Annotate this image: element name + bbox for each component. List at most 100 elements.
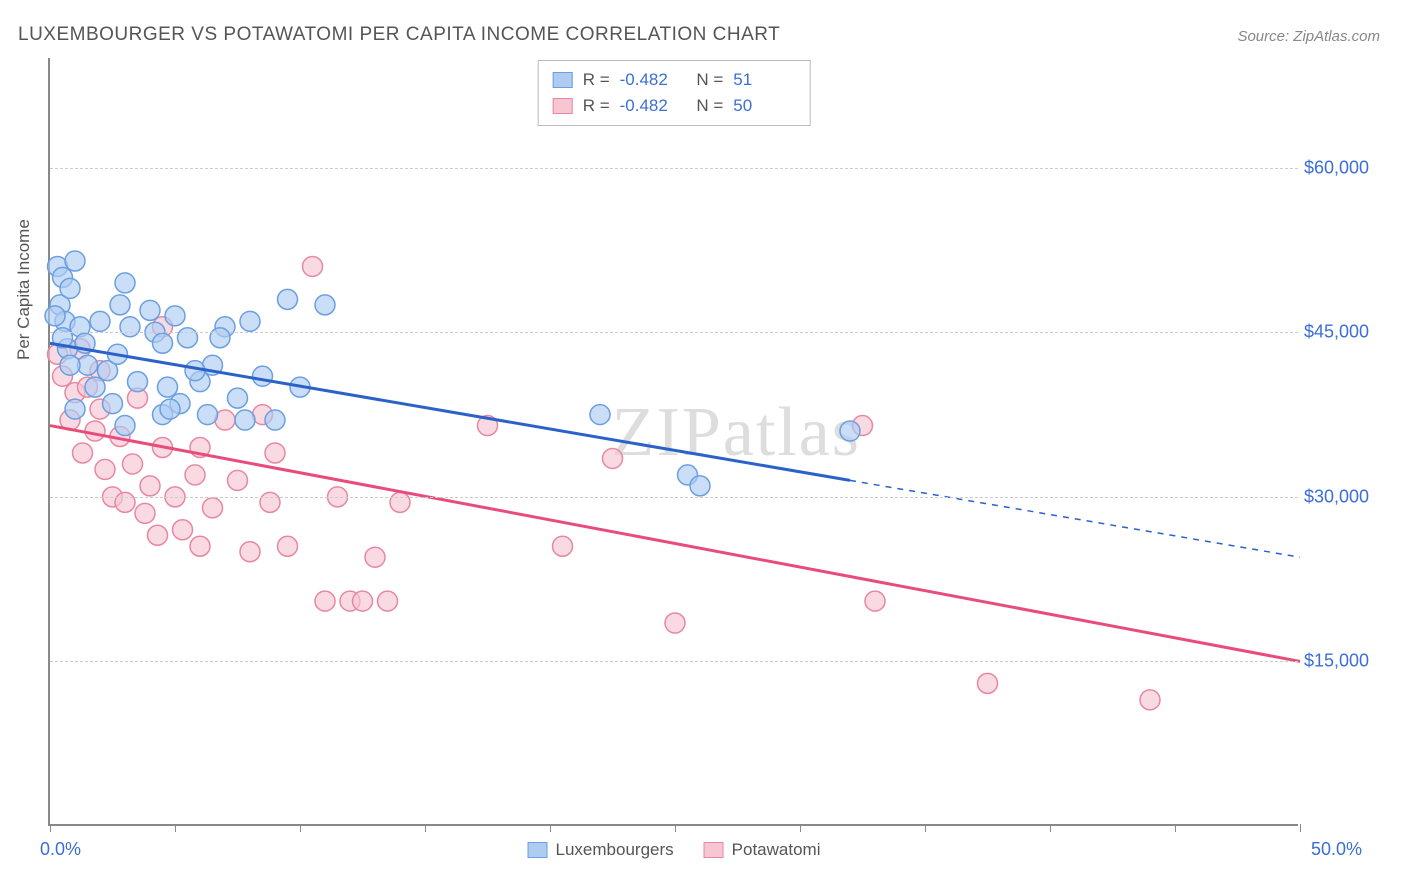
data-point: [378, 591, 398, 611]
x-tick: [675, 824, 676, 832]
data-point: [140, 476, 160, 496]
data-point: [303, 256, 323, 276]
data-point: [365, 547, 385, 567]
x-tick: [425, 824, 426, 832]
legend-swatch-potawatomi: [704, 842, 724, 858]
data-point: [390, 492, 410, 512]
n-label: N =: [692, 67, 724, 93]
data-point: [45, 306, 65, 326]
legend-item-luxembourgers: Luxembourgers: [528, 840, 674, 860]
source-attribution: Source: ZipAtlas.com: [1237, 28, 1380, 45]
x-tick: [1175, 824, 1176, 832]
data-point: [90, 311, 110, 331]
data-point: [240, 542, 260, 562]
y-tick-label: $45,000: [1304, 322, 1394, 343]
data-point: [60, 278, 80, 298]
data-point: [85, 421, 105, 441]
stats-row-potawatomi: R = -0.482 N = 50: [553, 93, 796, 119]
gridline: [50, 168, 1298, 169]
data-point: [115, 416, 135, 436]
x-tick: [550, 824, 551, 832]
data-point: [315, 591, 335, 611]
data-point: [140, 300, 160, 320]
data-point: [73, 443, 93, 463]
data-point: [210, 328, 230, 348]
legend-label-potawatomi: Potawatomi: [732, 840, 821, 860]
data-point: [1140, 690, 1160, 710]
scatter-plot-svg: [50, 58, 1298, 824]
data-point: [60, 355, 80, 375]
data-point: [135, 503, 155, 523]
data-point: [128, 372, 148, 392]
regression-line-extrapolated: [850, 480, 1300, 557]
n-label: N =: [692, 93, 724, 119]
x-tick: [50, 824, 51, 832]
y-tick-label: $30,000: [1304, 486, 1394, 507]
data-point: [160, 399, 180, 419]
data-point: [603, 448, 623, 468]
r-label: R =: [583, 67, 610, 93]
data-point: [178, 328, 198, 348]
r-label: R =: [583, 93, 610, 119]
data-point: [165, 306, 185, 326]
x-tick: [175, 824, 176, 832]
data-point: [353, 591, 373, 611]
x-tick: [1050, 824, 1051, 832]
data-point: [253, 366, 273, 386]
data-point: [978, 673, 998, 693]
legend-swatch-luxembourgers: [528, 842, 548, 858]
data-point: [65, 251, 85, 271]
data-point: [590, 405, 610, 425]
data-point: [110, 295, 130, 315]
data-point: [115, 492, 135, 512]
plot-area: ZIPatlas R = -0.482 N = 51 R = -0.482 N …: [48, 58, 1298, 826]
x-tick: [1300, 824, 1301, 832]
swatch-luxembourgers: [553, 72, 573, 88]
x-axis-min-label: 0.0%: [40, 839, 81, 860]
data-point: [240, 311, 260, 331]
data-point: [85, 377, 105, 397]
data-point: [123, 454, 143, 474]
x-tick: [925, 824, 926, 832]
data-point: [260, 492, 280, 512]
data-point: [235, 410, 255, 430]
data-point: [158, 377, 178, 397]
data-point: [553, 536, 573, 556]
y-tick-label: $15,000: [1304, 651, 1394, 672]
r-value-luxembourgers: -0.482: [620, 67, 682, 93]
data-point: [198, 405, 218, 425]
gridline: [50, 497, 1298, 498]
data-point: [65, 399, 85, 419]
y-tick-label: $60,000: [1304, 157, 1394, 178]
gridline: [50, 332, 1298, 333]
swatch-potawatomi: [553, 98, 573, 114]
data-point: [865, 591, 885, 611]
r-value-potawatomi: -0.482: [620, 93, 682, 119]
n-value-potawatomi: 50: [733, 93, 795, 119]
y-axis-title: Per Capita Income: [14, 219, 34, 360]
data-point: [190, 536, 210, 556]
data-point: [228, 388, 248, 408]
x-axis-max-label: 50.0%: [1311, 839, 1362, 860]
data-point: [840, 421, 860, 441]
x-tick: [300, 824, 301, 832]
data-point: [665, 613, 685, 633]
gridline: [50, 661, 1298, 662]
data-point: [173, 520, 193, 540]
legend-item-potawatomi: Potawatomi: [704, 840, 821, 860]
data-point: [265, 443, 285, 463]
series-legend: Luxembourgers Potawatomi: [528, 840, 821, 860]
n-value-luxembourgers: 51: [733, 67, 795, 93]
data-point: [115, 273, 135, 293]
data-point: [315, 295, 335, 315]
data-point: [185, 465, 205, 485]
x-tick: [800, 824, 801, 832]
data-point: [153, 333, 173, 353]
data-point: [278, 536, 298, 556]
stats-legend: R = -0.482 N = 51 R = -0.482 N = 50: [538, 60, 811, 126]
data-point: [95, 459, 115, 479]
data-point: [120, 317, 140, 337]
data-point: [265, 410, 285, 430]
chart-title: LUXEMBOURGER VS POTAWATOMI PER CAPITA IN…: [18, 24, 780, 46]
data-point: [228, 470, 248, 490]
